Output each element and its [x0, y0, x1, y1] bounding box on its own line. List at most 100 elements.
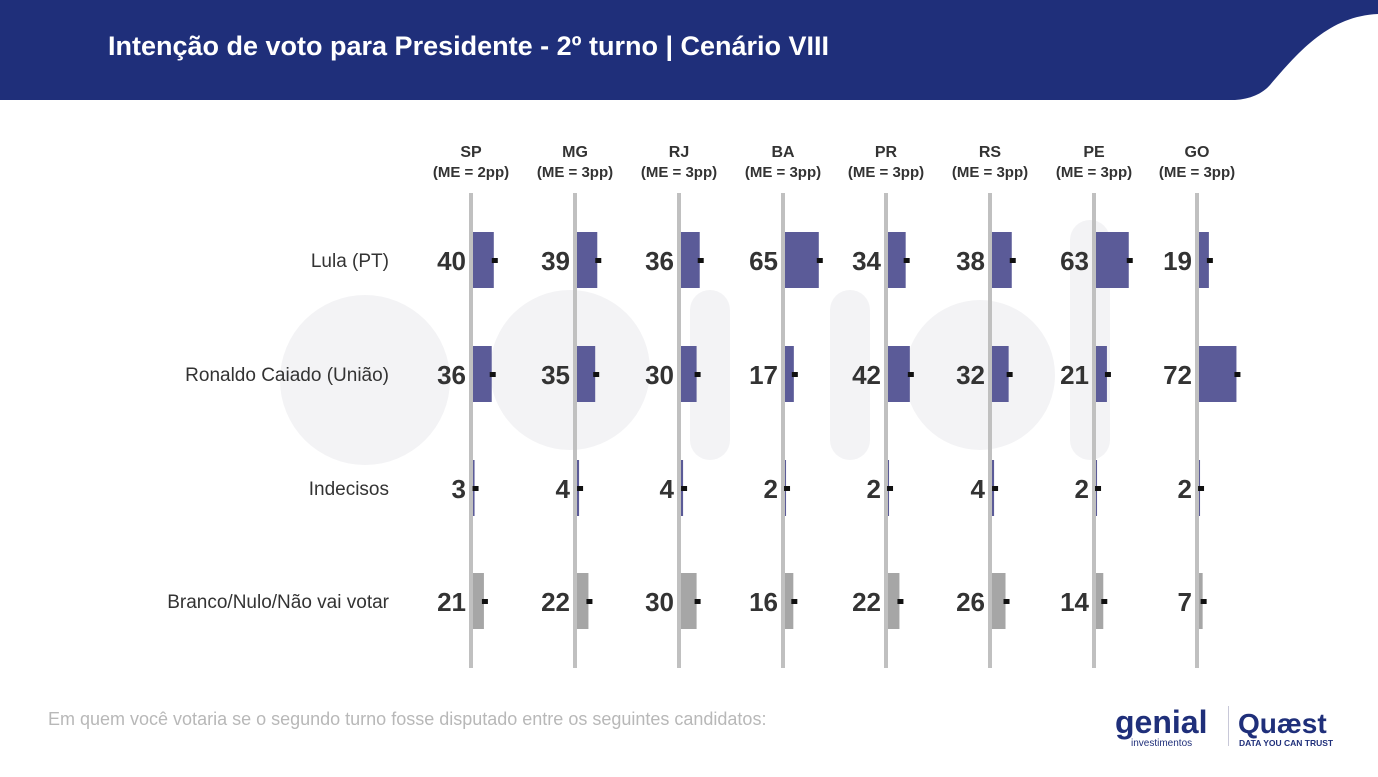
error-mark-2-rs — [992, 486, 999, 491]
value-label-2-rj: 4 — [660, 474, 675, 504]
error-mark-1-ba — [791, 372, 798, 377]
error-mark-0-ba — [816, 258, 823, 263]
value-label-2-mg: 4 — [556, 474, 571, 504]
logo-divider — [1228, 706, 1229, 746]
panel-margin-sp: (ME = 2pp) — [433, 164, 509, 181]
genial-logo-sub: investimentos — [1131, 738, 1192, 749]
error-mark-1-rs — [1006, 372, 1013, 377]
value-label-0-go: 19 — [1163, 246, 1192, 276]
value-label-1-ba: 17 — [749, 360, 778, 390]
error-mark-1-mg — [593, 372, 600, 377]
value-label-1-mg: 35 — [541, 360, 570, 390]
bar-3-rs — [992, 573, 1006, 629]
quaest-logo: Quæst DATA YOU CAN TRUST — [1238, 708, 1334, 748]
panel-header-mg: MG — [562, 144, 588, 161]
bar-3-sp — [473, 573, 484, 629]
error-mark-3-rj — [694, 599, 701, 604]
panel-margin-pe: (ME = 3pp) — [1056, 164, 1132, 181]
bar-1-rs — [992, 346, 1009, 402]
error-mark-3-pr — [897, 599, 904, 604]
value-label-2-pe: 2 — [1075, 474, 1089, 504]
error-mark-0-rs — [1009, 258, 1016, 263]
value-label-1-go: 72 — [1163, 360, 1192, 390]
panel-header-pe: PE — [1083, 144, 1105, 161]
error-mark-1-go — [1234, 372, 1241, 377]
error-mark-3-ba — [791, 599, 798, 604]
value-label-0-rj: 36 — [645, 246, 674, 276]
value-label-3-ba: 16 — [749, 587, 778, 617]
panel-margin-pr: (ME = 3pp) — [848, 164, 924, 181]
row-label-3: Branco/Nulo/Não vai votar — [167, 592, 389, 613]
error-mark-2-mg — [577, 486, 584, 491]
header-shape — [0, 0, 1378, 100]
panel-header-rs: RS — [979, 144, 1002, 161]
error-mark-1-sp — [489, 372, 496, 377]
value-label-3-rs: 26 — [956, 587, 985, 617]
value-label-1-pr: 42 — [852, 360, 881, 390]
value-label-1-pe: 21 — [1060, 360, 1089, 390]
value-label-0-ba: 65 — [749, 246, 778, 276]
error-mark-0-pe — [1126, 258, 1133, 263]
error-mark-2-go — [1198, 486, 1205, 491]
row-label-1: Ronaldo Caiado (União) — [185, 365, 389, 386]
error-mark-0-rj — [697, 258, 704, 263]
panel-margin-mg: (ME = 3pp) — [537, 164, 613, 181]
row-label-2: Indecisos — [309, 479, 389, 500]
value-label-0-pr: 34 — [852, 246, 881, 276]
genial-logo-name: genial — [1115, 705, 1207, 740]
value-label-3-go: 7 — [1178, 587, 1192, 617]
error-mark-3-mg — [586, 599, 593, 604]
genial-logo: genial investimentos — [1115, 705, 1207, 749]
error-mark-0-mg — [595, 258, 602, 263]
bar-0-rs — [992, 232, 1012, 288]
error-mark-3-go — [1200, 599, 1207, 604]
panel-header-rj: RJ — [669, 144, 689, 161]
value-label-3-pr: 22 — [852, 587, 881, 617]
value-label-1-rs: 32 — [956, 360, 985, 390]
bar-3-pr — [888, 573, 900, 629]
error-mark-2-pr — [887, 486, 894, 491]
bar-0-pr — [888, 232, 906, 288]
quaest-logo-name: Quæst — [1238, 708, 1327, 739]
bar-1-ba — [785, 346, 794, 402]
bar-1-rj — [681, 346, 697, 402]
value-label-0-sp: 40 — [437, 246, 466, 276]
error-mark-0-go — [1206, 258, 1213, 263]
value-label-0-pe: 63 — [1060, 246, 1089, 276]
error-mark-0-pr — [903, 258, 910, 263]
header-banner: Intenção de voto para Presidente - 2º tu… — [0, 0, 1378, 100]
row-label-0: Lula (PT) — [311, 251, 389, 272]
panel-header-pr: PR — [875, 144, 898, 161]
panel-margin-go: (ME = 3pp) — [1159, 164, 1235, 181]
error-mark-1-pr — [907, 372, 914, 377]
error-mark-1-rj — [694, 372, 701, 377]
value-label-1-sp: 36 — [437, 360, 466, 390]
header-background — [0, 0, 1378, 100]
bar-1-pe — [1096, 346, 1107, 402]
panel-header-go: GO — [1185, 144, 1210, 161]
panel-header-ba: BA — [771, 144, 795, 161]
value-label-2-ba: 2 — [764, 474, 778, 504]
bar-1-sp — [473, 346, 492, 402]
value-label-0-mg: 39 — [541, 246, 570, 276]
panel-header-sp: SP — [460, 144, 482, 161]
value-label-1-rj: 30 — [645, 360, 674, 390]
bar-0-ba — [785, 232, 819, 288]
value-label-0-rs: 38 — [956, 246, 985, 276]
bar-0-pe — [1096, 232, 1129, 288]
panel-margin-rs: (ME = 3pp) — [952, 164, 1028, 181]
bar-1-mg — [577, 346, 596, 402]
error-mark-1-pe — [1104, 372, 1111, 377]
value-label-3-sp: 21 — [437, 587, 466, 617]
error-mark-2-pe — [1095, 486, 1102, 491]
error-mark-3-rs — [1003, 599, 1010, 604]
error-mark-3-sp — [481, 599, 488, 604]
bar-0-sp — [473, 232, 494, 288]
error-mark-0-sp — [491, 258, 498, 263]
bar-3-pe — [1096, 573, 1104, 629]
error-mark-2-rj — [681, 486, 688, 491]
bar-3-mg — [577, 573, 589, 629]
bar-1-go — [1199, 346, 1237, 402]
